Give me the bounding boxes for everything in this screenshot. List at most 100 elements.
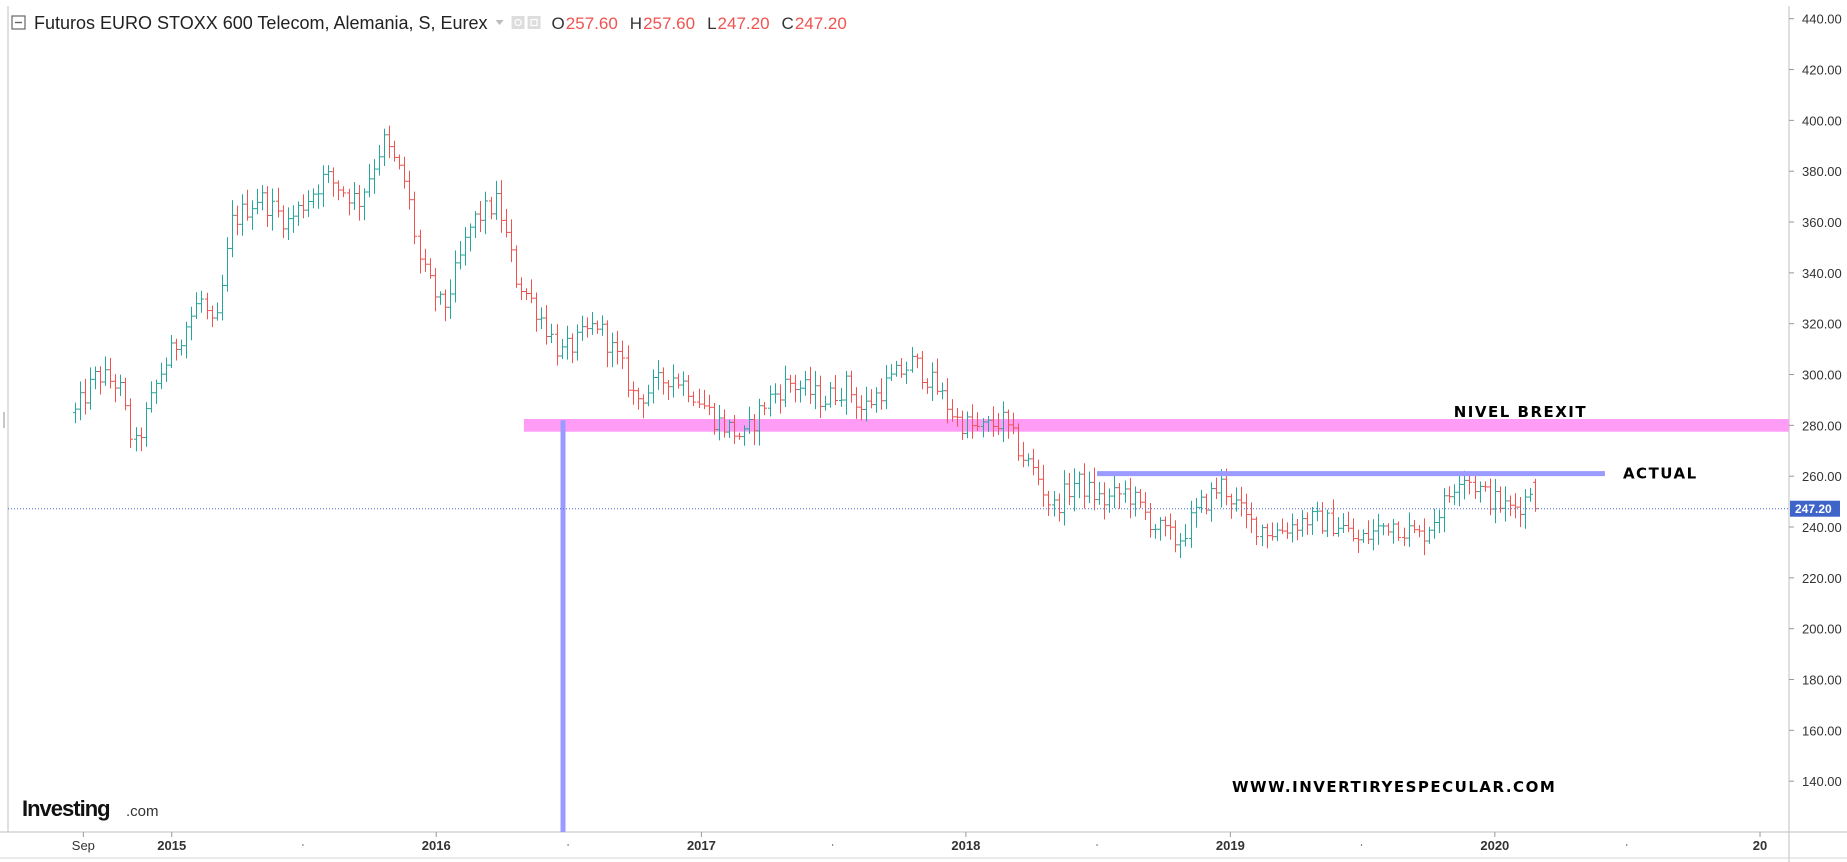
ohlc-bar (189, 306, 194, 341)
ohlc-bar (250, 200, 255, 230)
y-axis: 140.00 160.00 180.00 200.00 220.00 240.00 260.… (1789, 12, 1842, 789)
ohlc-bar (1097, 481, 1102, 505)
ohlc-bar (1204, 493, 1209, 515)
ohlc-bar (270, 188, 275, 231)
ohlc-bar (118, 374, 123, 397)
ohlc-bar (1214, 477, 1219, 499)
ohlc-bar (1351, 518, 1356, 542)
ohlc-bar (108, 357, 113, 389)
ohlc-bar (539, 307, 544, 330)
ohlc-bar (139, 427, 144, 452)
ohlc-bar (443, 289, 448, 322)
ohlc-bar (1523, 489, 1528, 529)
legend-tools[interactable] (495, 16, 541, 29)
brexit-level-band[interactable] (523, 419, 1789, 432)
ohlc-bar (1386, 523, 1391, 536)
ohlc-bar (1006, 409, 1011, 439)
ohlc-bar (1011, 412, 1016, 435)
ohlc-bar (1173, 520, 1178, 553)
ohlc-bar (666, 379, 671, 400)
ohlc-bar (1133, 486, 1138, 517)
brexit-band-label: NIVEL BREXIT (1454, 403, 1587, 421)
visibility-icon[interactable] (527, 16, 541, 29)
ohlc-bar (149, 381, 154, 413)
ohlc-bar (691, 391, 696, 406)
ohlc-bar (1260, 524, 1265, 547)
ohlc-bar (402, 156, 407, 189)
ohlc-bar (245, 189, 250, 221)
ohlc-bar (1194, 497, 1199, 528)
ohlc-bar (1168, 513, 1173, 540)
ohlc-bar (1391, 518, 1396, 544)
ohlc-bar (225, 237, 230, 292)
ohlc-bar (1478, 481, 1483, 503)
y-tick-label: 320.00 (1802, 317, 1842, 332)
ohlc-bar (1457, 473, 1462, 507)
ohlc-bar (894, 360, 899, 377)
dropdown-arrow-icon[interactable] (495, 20, 504, 25)
ohlc-bar (164, 357, 169, 383)
ohlc-bar (904, 361, 909, 384)
ohlc-bar (859, 395, 864, 421)
ohlc-bar (397, 154, 402, 170)
ohlc-bar (1346, 511, 1351, 533)
ohlc-bar (458, 241, 463, 270)
ohlc-bar (626, 345, 631, 398)
ohlc-bar (1052, 491, 1057, 517)
ohlc-bar (1026, 453, 1031, 467)
ohlc-bar (631, 381, 636, 405)
ohlc-bar (930, 362, 935, 402)
ohlc-bar (103, 356, 108, 386)
chart-title: Futuros EURO STOXX 600 Telecom, Alemania… (34, 13, 488, 33)
plot-frame (0, 6, 1847, 862)
ohlc-bar (1244, 493, 1249, 529)
ohlc-bar (1381, 522, 1386, 536)
x-tick-label: 2018 (951, 838, 980, 853)
ohlc-bar (1407, 512, 1412, 547)
ohlc-bar (575, 324, 580, 361)
ohlc-bar (1305, 512, 1310, 535)
ohlc-bar (1092, 467, 1097, 511)
watermark-text: WWW.INVERTIRYESPECULAR.COM (1232, 778, 1556, 796)
ohlc-bar (194, 292, 199, 319)
ohlc-bar (1016, 423, 1021, 461)
ohlc-bar (1432, 508, 1437, 539)
x-tick-label: 2015 (157, 838, 186, 853)
ohlc-bar (778, 384, 783, 414)
ohlc-bar (1265, 523, 1270, 549)
ohlc-bar (1356, 529, 1361, 554)
ohlc-bar (828, 382, 833, 408)
ohlc-bar (1396, 521, 1401, 541)
ohlc-bar (717, 405, 722, 441)
ohlc-bar (737, 432, 742, 440)
ohlc-bar (925, 378, 930, 394)
ohlc-bar (1371, 519, 1376, 551)
ohlc-bar (509, 219, 514, 263)
ohlc-bar (1473, 472, 1478, 499)
ohlc-bar (676, 373, 681, 389)
ohlc-bar (920, 351, 925, 390)
ohlc-bar (453, 250, 458, 303)
ohlc-bar (1437, 509, 1442, 534)
ohlc-bar (1249, 502, 1254, 534)
ohlc-bar (144, 402, 149, 447)
ohlc-key: H (630, 14, 642, 33)
ohlc-value: 257.60 (643, 14, 695, 33)
settings-icon[interactable] (511, 16, 525, 29)
ohlc-bar (651, 369, 656, 404)
annotations-layer (523, 419, 1789, 432)
ohlc-bar (210, 305, 215, 328)
y-tick-label: 400.00 (1802, 113, 1842, 128)
ohlc-bar (1422, 518, 1427, 556)
ohlc-bar (331, 167, 336, 197)
ohlc-bar (1427, 526, 1432, 544)
ohlc-bar (970, 404, 975, 439)
ohlc-bar (483, 191, 488, 235)
ohlc-bar (641, 394, 646, 419)
investing-logo: Investing .com (22, 796, 159, 821)
ohlc-bar (463, 227, 468, 266)
ohlc-bar (1280, 518, 1285, 534)
ohlc-bar (1199, 489, 1204, 513)
ohlc-bar (362, 188, 367, 221)
